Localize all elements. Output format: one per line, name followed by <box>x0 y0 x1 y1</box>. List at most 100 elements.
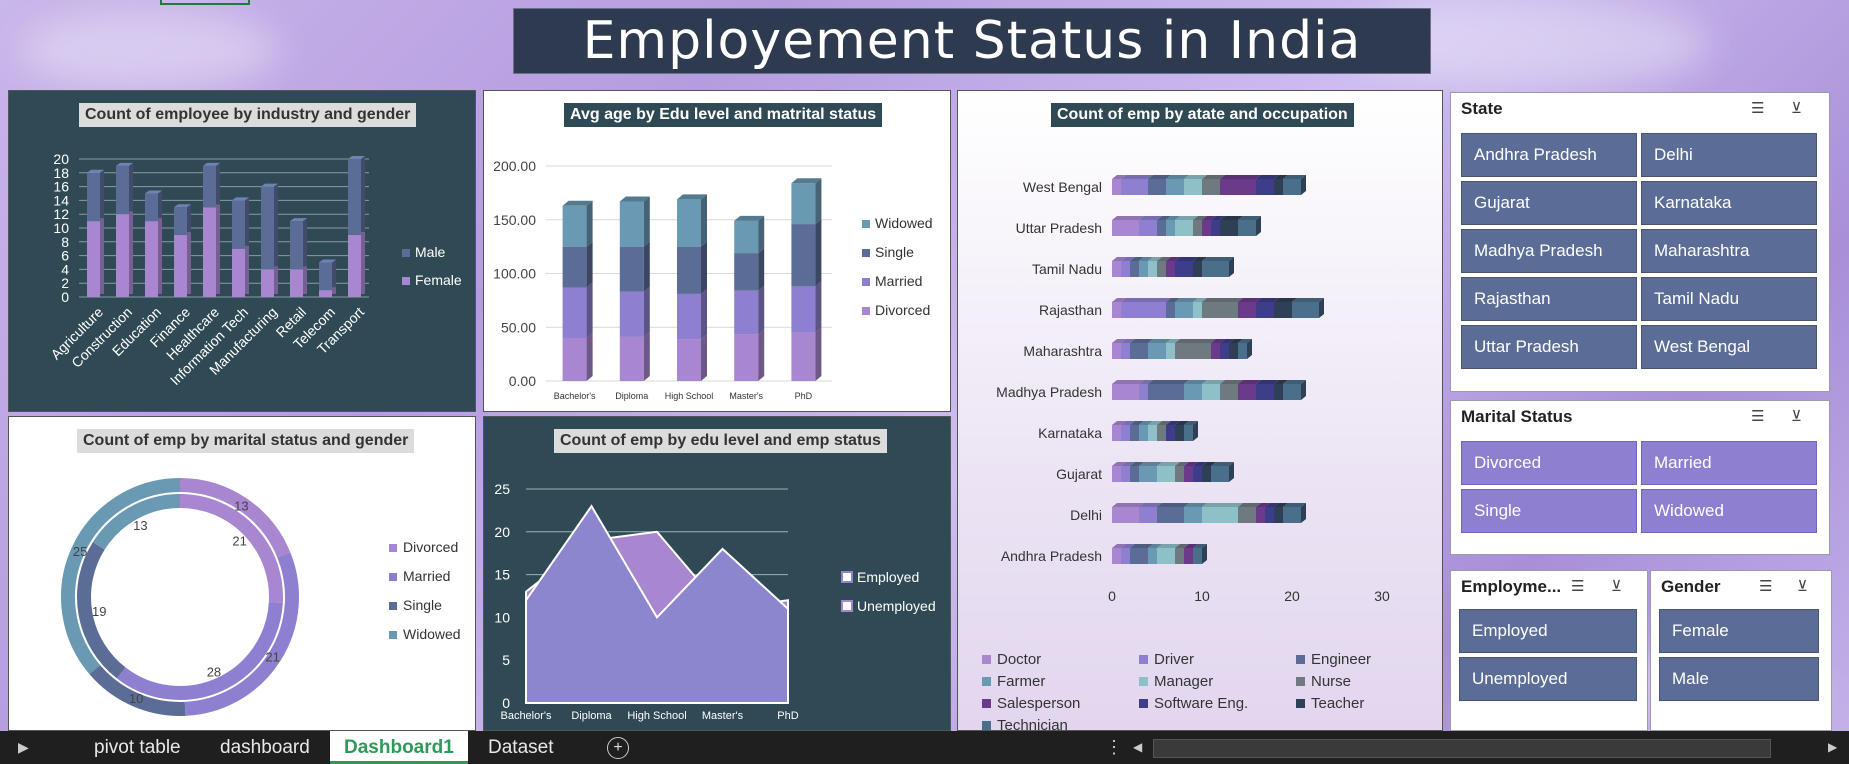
bar-top <box>1130 421 1144 425</box>
bar-segment <box>1121 302 1166 318</box>
bar-top <box>619 196 650 202</box>
slicer-item-andhra-pradesh[interactable]: Andhra Pradesh <box>1461 133 1637 177</box>
bar-segment <box>1112 261 1121 277</box>
bar-top <box>1112 175 1126 179</box>
scroll-tabs-icon[interactable]: ▶ <box>18 739 29 755</box>
bar-segment <box>1184 384 1202 400</box>
bar-segment <box>1130 425 1139 441</box>
slicer-item-tamil-nadu[interactable]: Tamil Nadu <box>1641 277 1817 321</box>
edu-empstatus-chart-panel[interactable]: Count of emp by edu level and emp status… <box>483 416 951 731</box>
tab-pivot-table[interactable]: pivot table <box>94 737 181 758</box>
slicer-item-single[interactable]: Single <box>1461 489 1637 533</box>
bar-side <box>1301 380 1306 400</box>
bar-top <box>1166 339 1180 343</box>
slicer-item-maharashtra[interactable]: Maharashtra <box>1641 229 1817 273</box>
slicer-item-gujarat[interactable]: Gujarat <box>1461 181 1637 225</box>
multi-select-icon[interactable]: ☰ <box>1751 100 1765 117</box>
multi-select-icon[interactable]: ☰ <box>1571 578 1585 595</box>
bar-top <box>1112 380 1144 384</box>
bar-side <box>815 219 822 287</box>
multi-select-icon[interactable]: ☰ <box>1759 578 1773 595</box>
legend-label: Engineer <box>1311 651 1371 668</box>
slicer-item-uttar-pradesh[interactable]: Uttar Pradesh <box>1461 325 1637 369</box>
state-occupation-chart: West Bengal Uttar Pradesh Tamil Nadu Rajast… <box>982 175 1390 730</box>
bar-top <box>1148 175 1171 179</box>
industry-gender-chart-panel[interactable]: Count of employee by industry and gender… <box>8 90 476 412</box>
marital-status-slicer[interactable]: Marital Status ☰ ⊻ Divorced Married Sing… <box>1450 400 1830 555</box>
slicer-item-unemployed[interactable]: Unemployed <box>1459 657 1637 701</box>
bar-segment <box>1184 507 1202 523</box>
bar-segment <box>1139 466 1157 482</box>
add-sheet-icon[interactable]: + <box>607 737 629 759</box>
legend-label: Doctor <box>997 651 1041 668</box>
state-slicer[interactable]: State ☰ ⊻ Andhra Pradesh Delhi Gujarat K… <box>1450 92 1830 392</box>
bar-segment <box>1148 343 1166 359</box>
scroll-left-icon[interactable]: ◀ <box>1133 740 1143 754</box>
legend-swatch <box>402 249 410 257</box>
bar-male <box>232 200 245 249</box>
tab-dashboard[interactable]: dashboard <box>220 737 310 758</box>
bar-segment <box>1139 220 1157 236</box>
clear-filter-icon[interactable]: ⊻ <box>1791 100 1802 117</box>
clear-filter-icon[interactable]: ⊻ <box>1611 578 1622 595</box>
more-options-icon[interactable]: ⋮ <box>1105 737 1123 757</box>
horizontal-scrollbar[interactable] <box>1153 739 1771 758</box>
bar-top <box>1292 298 1324 302</box>
bar-top <box>1112 216 1144 220</box>
bar-segment <box>1121 466 1130 482</box>
slicer-item-karnataka[interactable]: Karnataka <box>1641 181 1817 225</box>
bar-male <box>290 221 303 270</box>
bar-male <box>145 193 158 222</box>
bar-top <box>290 218 307 222</box>
slicer-item-widowed[interactable]: Widowed <box>1641 489 1817 533</box>
bar-married <box>734 290 759 335</box>
bar-segment <box>1139 425 1148 441</box>
slicer-item-married[interactable]: Married <box>1641 441 1817 485</box>
legend-label: Male <box>415 244 446 260</box>
employment-slicer[interactable]: Employme... ☰ ⊻ Employed Unemployed <box>1450 570 1648 731</box>
y-tick-label: 10 <box>53 220 69 236</box>
bar-top <box>1193 544 1207 548</box>
y-tick-label: 8 <box>61 234 69 250</box>
bar-segment <box>1175 548 1184 564</box>
bar-segment <box>1121 548 1130 564</box>
bar-segment <box>1211 220 1220 236</box>
bar-top <box>1202 216 1216 220</box>
tab-dataset[interactable]: Dataset <box>488 737 554 758</box>
legend-swatch <box>1296 655 1305 664</box>
bar-top <box>1274 175 1288 179</box>
multi-select-icon[interactable]: ☰ <box>1751 408 1765 425</box>
slicer-item-madhya-pradesh[interactable]: Madhya Pradesh <box>1461 229 1637 273</box>
bar-side <box>158 190 162 219</box>
slicer-item-rajasthan[interactable]: Rajasthan <box>1461 277 1637 321</box>
bar-top <box>1202 380 1225 384</box>
clear-filter-icon[interactable]: ⊻ <box>1791 408 1802 425</box>
tab-dashboard1[interactable]: Dashboard1 <box>330 731 468 764</box>
slicer-item-delhi[interactable]: Delhi <box>1641 133 1817 177</box>
bar-segment <box>1211 466 1229 482</box>
clear-filter-icon[interactable]: ⊻ <box>1797 578 1808 595</box>
selected-cell[interactable] <box>160 0 250 5</box>
slicer-item-male[interactable]: Male <box>1659 657 1819 701</box>
state-occupation-chart-panel[interactable]: Count of emp by atate and occupation Wes… <box>957 90 1443 731</box>
marital-gender-chart-panel[interactable]: Count of emp by marital status and gende… <box>8 416 476 731</box>
slicer-item-employed[interactable]: Employed <box>1459 609 1637 653</box>
bar-side <box>361 156 365 232</box>
slicer-item-female[interactable]: Female <box>1659 609 1819 653</box>
bar-side <box>129 211 133 294</box>
legend-swatch <box>402 277 410 285</box>
legend-swatch <box>841 571 853 583</box>
age-edu-chart-panel[interactable]: Avg age by Edu level and matrital status… <box>483 90 951 412</box>
bar-side <box>303 218 307 267</box>
bar-top <box>1148 339 1171 343</box>
data-label: 13 <box>234 499 248 514</box>
scroll-right-icon[interactable]: ▶ <box>1828 740 1838 754</box>
bar-segment <box>1112 220 1139 236</box>
bar-segment <box>1112 548 1121 564</box>
slicer-item-west-bengal[interactable]: West Bengal <box>1641 325 1817 369</box>
slicer-item-divorced[interactable]: Divorced <box>1461 441 1637 485</box>
bar-married <box>619 291 644 337</box>
bar-top <box>1256 503 1270 507</box>
legend-label: Married <box>875 273 922 289</box>
gender-slicer[interactable]: Gender ☰ ⊻ Female Male <box>1650 570 1832 731</box>
